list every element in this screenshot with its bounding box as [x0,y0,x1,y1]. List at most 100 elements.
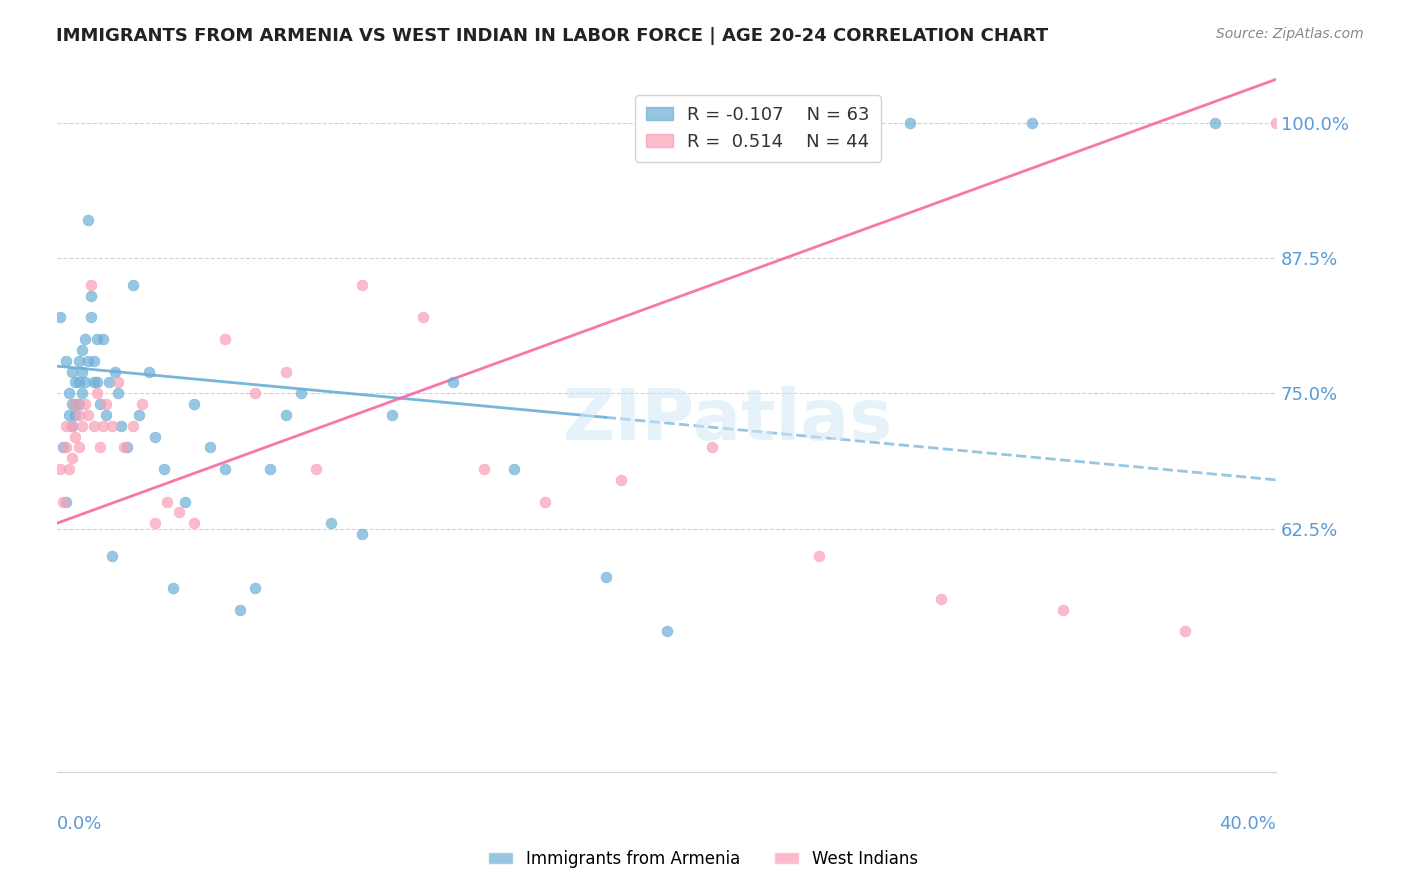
Point [83,376,105,390]
Point [76,353,98,368]
Point [94,408,117,422]
Point [52,441,75,455]
Point [156,494,179,508]
Point [183,516,205,531]
Point [610,473,633,487]
Point [412,310,434,325]
Point [80,278,103,293]
Point [128,408,150,422]
Point [1265,115,1288,129]
Point [55,353,77,368]
Point [86,376,108,390]
Legend: Immigrants from Armenia, West Indians: Immigrants from Armenia, West Indians [481,844,925,875]
Point [101,549,124,563]
Point [62,365,84,379]
Text: 0.0%: 0.0% [58,815,103,833]
Point [143,429,166,443]
Point [67,353,90,368]
Text: IMMIGRANTS FROM ARMENIA VS WEST INDIAN IN LABOR FORCE | AGE 20-24 CORRELATION CH: IMMIGRANTS FROM ARMENIA VS WEST INDIAN I… [56,27,1049,45]
Point [898,115,921,129]
Point [131,397,153,411]
Point [350,527,373,541]
Point [83,418,105,433]
Point [91,418,114,433]
Point [76,213,98,227]
Point [167,505,190,519]
Point [86,386,108,401]
Point [655,624,678,639]
Point [52,494,75,508]
Point [807,549,830,563]
Point [58,386,80,401]
Point [245,581,267,595]
Point [107,386,129,401]
Point [702,441,724,455]
Point [62,418,84,433]
Point [117,441,139,455]
Point [89,397,111,411]
Point [350,278,373,293]
Point [214,332,236,346]
Point [174,494,197,508]
Point [80,289,103,303]
Point [101,418,124,433]
Point [62,397,84,411]
Point [183,397,205,411]
Point [73,397,96,411]
Text: Source: ZipAtlas.com: Source: ZipAtlas.com [1216,27,1364,41]
Point [65,408,87,422]
Point [138,365,160,379]
Point [143,516,166,531]
Point [62,418,84,433]
Point [274,365,297,379]
Point [153,462,176,476]
Point [76,408,98,422]
Point [274,408,297,422]
Point [73,376,96,390]
Point [321,516,343,531]
Point [86,332,108,346]
Point [80,310,103,325]
Point [472,462,495,476]
Point [49,462,72,476]
Point [122,278,145,293]
Point [55,441,77,455]
Point [49,310,72,325]
Point [595,570,617,584]
Point [70,418,93,433]
Point [112,441,135,455]
Point [89,441,111,455]
Point [67,376,90,390]
Legend: R = -0.107    N = 63, R =  0.514    N = 44: R = -0.107 N = 63, R = 0.514 N = 44 [636,95,880,161]
Point [245,386,267,401]
Point [104,365,127,379]
Point [122,418,145,433]
Point [503,462,526,476]
Point [162,581,184,595]
Point [1173,624,1195,639]
Point [58,462,80,476]
Point [58,408,80,422]
Point [67,408,90,422]
Point [65,376,87,390]
Point [929,591,952,606]
Point [198,441,221,455]
Point [214,462,236,476]
Point [94,397,117,411]
Text: 40.0%: 40.0% [1219,815,1277,833]
Point [107,376,129,390]
Point [778,115,800,129]
Point [259,462,281,476]
Point [229,603,252,617]
Point [305,462,328,476]
Point [1021,115,1043,129]
Point [70,365,93,379]
Point [290,386,312,401]
Point [65,397,87,411]
Point [381,408,404,422]
Point [65,397,87,411]
Point [55,494,77,508]
Point [91,332,114,346]
Point [73,332,96,346]
Point [110,418,132,433]
